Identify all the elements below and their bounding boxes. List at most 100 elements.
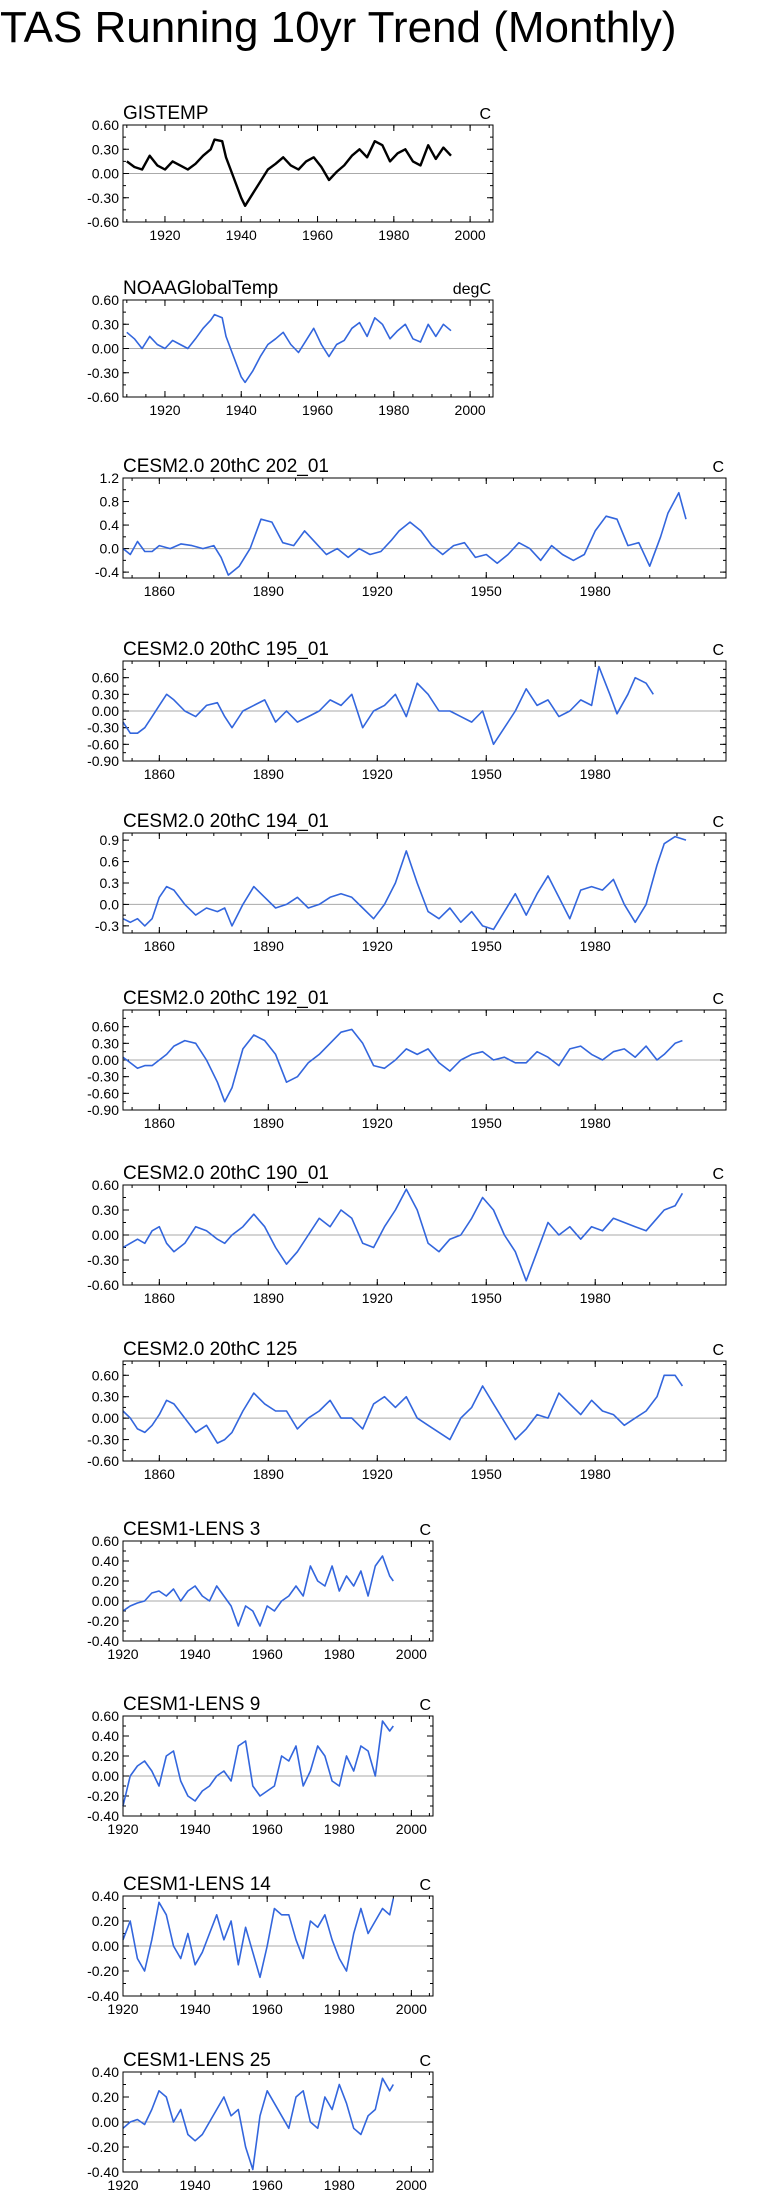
x-tick-label: 1920 (149, 227, 180, 243)
series-line (122, 491, 687, 576)
panel-title: GISTEMP (123, 103, 209, 124)
chart-panel: 1860 1890 1920 1950 1980 -0.4 0.0 0.4 0.8 1.2CESM… (95, 456, 727, 599)
y-tick-label: -0.60 (87, 1277, 119, 1293)
x-tick-label: 1980 (324, 1646, 355, 1662)
y-tick-label: -0.30 (87, 1069, 119, 1085)
chart-panel: 1920 1940 1960 1980 2000 -0.60 -0.30 0.00 0.30 0.… (87, 103, 494, 243)
series-line (122, 1555, 394, 1627)
y-tick-label: 0.60 (92, 117, 119, 133)
x-tick-label: 1860 (144, 583, 175, 599)
x-tick-label: 2000 (455, 227, 486, 243)
plot-frame (122, 299, 494, 398)
y-tick-label: 0.00 (92, 1593, 119, 1609)
plot-frame (122, 1184, 727, 1286)
y-tick-label: 0.20 (92, 2089, 119, 2105)
units-label: C (419, 1697, 431, 1714)
y-tick-label: 0.40 (92, 1888, 119, 1904)
x-tick-label: 1950 (471, 766, 502, 782)
x-tick-label: 1940 (180, 1646, 211, 1662)
units-label: C (712, 991, 724, 1008)
chart-panel: 1860 1890 1920 1950 1980 -0.60 -0.30 0.00 0.30 0.… (87, 1163, 727, 1306)
y-tick-label: 0.0 (100, 896, 120, 912)
y-tick-label: 0.30 (92, 141, 119, 157)
panel-title: CESM1-LENS 3 (123, 1519, 260, 1540)
x-tick-label: 1960 (302, 227, 333, 243)
y-tick-label: 0.20 (92, 1573, 119, 1589)
y-tick-label: 0.40 (92, 1553, 119, 1569)
y-tick-label: -0.30 (87, 365, 119, 381)
x-tick-label: 1980 (378, 402, 409, 418)
x-tick-label: 1980 (580, 1290, 611, 1306)
x-tick-label: 1890 (253, 1466, 284, 1482)
y-tick-label: -0.60 (87, 736, 119, 752)
series-line (122, 1028, 683, 1103)
x-tick-label: 2000 (396, 1646, 427, 1662)
plot-frame (122, 1895, 434, 1997)
chart-panel: 1920 1940 1960 1980 2000 -0.40 -0.20 0.00 0.20 0.… (87, 1519, 434, 1662)
y-tick-label: 0.00 (92, 1227, 119, 1243)
series-line (126, 313, 452, 384)
y-tick-label: 0.0 (100, 541, 120, 557)
panel-title: CESM2.0 20thC 202_01 (123, 456, 329, 477)
panel-title: CESM2.0 20thC 194_01 (123, 811, 329, 832)
x-tick-label: 1960 (302, 402, 333, 418)
x-tick-label: 1920 (107, 1821, 138, 1837)
y-tick-label: -0.20 (87, 1788, 119, 1804)
x-tick-label: 2000 (396, 1821, 427, 1837)
y-tick-label: -0.90 (87, 753, 119, 769)
y-tick-label: -0.40 (87, 1633, 119, 1649)
plot-frame (122, 660, 727, 762)
y-tick-label: -0.90 (87, 1102, 119, 1118)
panel-title: CESM2.0 20thC 125 (123, 1339, 297, 1360)
panel-title: CESM1-LENS 25 (123, 2050, 271, 2071)
series-line (122, 1898, 395, 1979)
y-tick-label: 0.40 (92, 2064, 119, 2080)
x-tick-label: 1890 (253, 938, 284, 954)
y-tick-label: 0.60 (92, 1533, 119, 1549)
units-label: C (712, 1166, 724, 1183)
y-tick-label: 1.2 (100, 470, 120, 486)
y-tick-label: 0.30 (92, 1035, 119, 1051)
y-tick-label: -0.40 (87, 1988, 119, 2004)
x-tick-label: 1950 (471, 1290, 502, 1306)
y-tick-label: 0.30 (92, 1389, 119, 1405)
y-tick-label: 0.3 (100, 875, 120, 891)
y-tick-label: 0.30 (92, 1202, 119, 1218)
x-tick-label: 1920 (362, 766, 393, 782)
chart-panel: 1860 1890 1920 1950 1980 -0.60 -0.30 0.00 0.30 0.… (87, 1339, 727, 1482)
x-tick-label: 1950 (471, 938, 502, 954)
plot-frame (122, 1360, 727, 1462)
y-tick-label: -0.3 (95, 918, 119, 934)
y-tick-label: -0.60 (87, 214, 119, 230)
x-tick-label: 1860 (144, 766, 175, 782)
x-tick-label: 1860 (144, 1290, 175, 1306)
x-tick-label: 1860 (144, 938, 175, 954)
y-tick-label: 0.40 (92, 1728, 119, 1744)
x-tick-label: 1980 (580, 1466, 611, 1482)
x-tick-label: 1960 (252, 2001, 283, 2017)
x-tick-label: 1940 (226, 402, 257, 418)
y-tick-label: 0.30 (92, 316, 119, 332)
x-tick-label: 1950 (471, 583, 502, 599)
panel-title: CESM2.0 20thC 190_01 (123, 1163, 329, 1184)
plot-frame (122, 832, 727, 934)
x-tick-label: 1890 (253, 766, 284, 782)
y-tick-label: 0.00 (92, 1052, 119, 1068)
x-tick-label: 1980 (580, 1115, 611, 1131)
plot-frame (122, 1540, 434, 1642)
units-label: degC (453, 281, 491, 298)
chart-panel: 1920 1940 1960 1980 2000 -0.40 -0.20 0.00 0.20 0.… (87, 1874, 434, 2017)
x-tick-label: 1920 (362, 1115, 393, 1131)
page-title: TAS Running 10yr Trend (Monthly) (0, 3, 677, 52)
panel-title: CESM1-LENS 9 (123, 1694, 260, 1715)
x-tick-label: 1940 (180, 2177, 211, 2193)
x-tick-label: 1920 (149, 402, 180, 418)
y-tick-label: 0.60 (92, 1367, 119, 1383)
y-tick-label: 0.20 (92, 1913, 119, 1929)
y-tick-label: -0.60 (87, 389, 119, 405)
series-line (122, 1374, 684, 1444)
series-line (122, 835, 687, 931)
plot-frame (122, 124, 494, 223)
x-tick-label: 1920 (362, 1466, 393, 1482)
